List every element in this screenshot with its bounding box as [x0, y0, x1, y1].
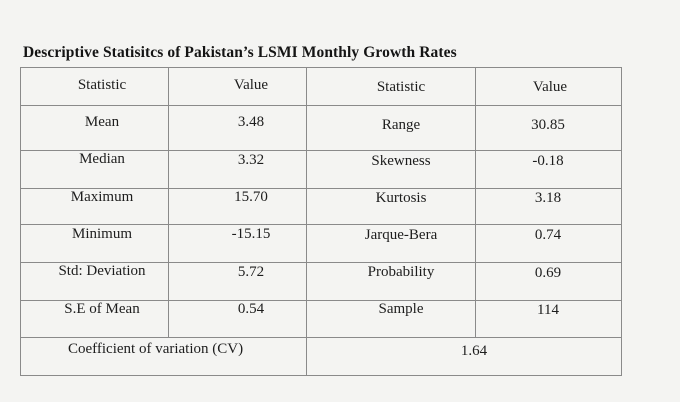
table-cell: Maximum — [70, 189, 134, 205]
table-cell: S.E of Mean — [64, 301, 140, 317]
header-statistic: Statistic — [77, 77, 127, 93]
column-divider — [306, 67, 307, 376]
table-left-border — [20, 67, 21, 376]
table-cell: Std: Deviation — [58, 263, 146, 279]
table-top-border — [20, 67, 622, 68]
table-cell: Range — [381, 117, 421, 133]
column-divider — [475, 67, 476, 338]
table-right-border — [621, 67, 622, 376]
statistics-table: Statistic Value Statistic Value Mean 3.4… — [20, 67, 622, 376]
table-cell: 114 — [537, 302, 559, 318]
table-cell: 3.48 — [237, 114, 265, 130]
header-value: Value — [532, 79, 568, 95]
table-cell: 0.74 — [534, 227, 562, 243]
table-title: Descriptive Statisitcs of Pakistan’s LSM… — [23, 44, 457, 61]
table-cell: Skewness — [371, 153, 431, 169]
table-cell: 5.72 — [237, 264, 265, 280]
table-cell: Minimum — [71, 226, 133, 242]
table-bottom-border — [20, 375, 622, 376]
table-cell: Probability — [367, 264, 435, 280]
table-cell: 3.32 — [237, 152, 265, 168]
row-divider — [20, 188, 622, 189]
row-divider — [20, 224, 622, 225]
header-value: Value — [233, 77, 269, 93]
table-cell: Mean — [84, 114, 120, 130]
table-cell: -15.15 — [231, 226, 271, 242]
row-divider — [20, 262, 622, 263]
row-divider — [20, 337, 622, 338]
table-cell: -0.18 — [532, 153, 564, 169]
row-divider — [20, 300, 622, 301]
table-cell: 0.69 — [534, 265, 562, 281]
cv-label: Coefficient of variation (CV) — [68, 341, 244, 357]
table-cell: Jarque-Bera — [364, 227, 438, 243]
table-cell: Sample — [378, 301, 424, 317]
table-cell: 0.54 — [237, 301, 265, 317]
header-statistic: Statistic — [376, 79, 426, 95]
cv-value: 1.64 — [460, 343, 488, 359]
table-cell: 3.18 — [534, 190, 562, 206]
table-cell: 15.70 — [234, 189, 268, 205]
row-divider — [20, 150, 622, 151]
table-cell: Kurtosis — [375, 190, 427, 206]
row-divider — [20, 105, 622, 106]
column-divider — [168, 67, 169, 338]
table-cell: 30.85 — [531, 117, 565, 133]
table-cell: Median — [79, 151, 125, 167]
